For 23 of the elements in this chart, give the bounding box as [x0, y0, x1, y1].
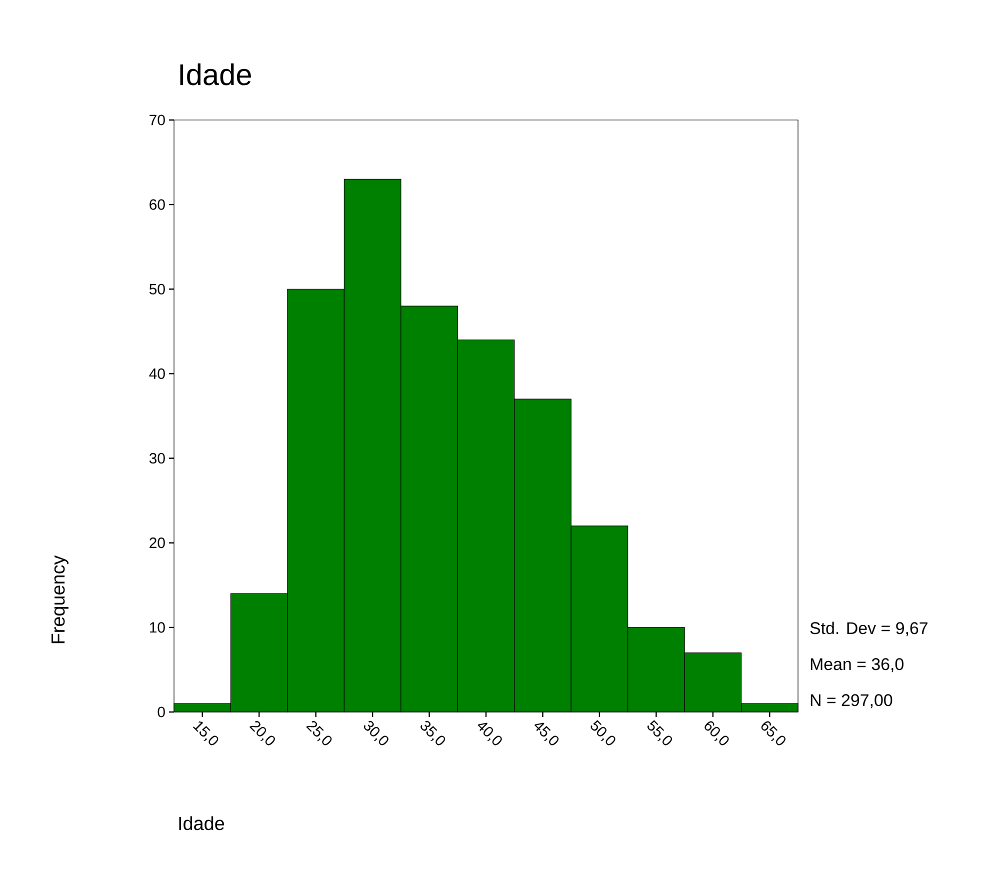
text: N = 297,00: [810, 694, 892, 708]
y-tick-label: 50: [149, 284, 165, 294]
x-tick-label: 35,0: [420, 720, 446, 746]
y-axis-title: Frequency: [52, 555, 68, 644]
y-tick-label: 40: [149, 368, 165, 379]
chart-title: Idade: [180, 63, 251, 86]
x-tick-label: 65,0: [761, 721, 786, 746]
y-tick-label: 30: [149, 452, 165, 464]
x-tick-label: 30,0: [364, 720, 388, 746]
x-tick-label: 15,0: [192, 721, 218, 746]
x-tick-label: 45,0: [534, 722, 559, 746]
y-tick-label: 10: [150, 622, 165, 633]
x-tick-label: 60,0: [704, 721, 729, 746]
text: Std. Dev = 9,67: [810, 622, 928, 636]
y-tick-label: 60: [150, 199, 165, 210]
y-tick-label: 20: [150, 538, 165, 548]
x-tick-label: 25,0: [306, 720, 332, 746]
text: Mean = 36,0: [810, 658, 904, 672]
x-tick-label: 40,0: [478, 722, 502, 746]
y-tick-label: 0: [158, 706, 165, 718]
x-tick-label: 20,0: [249, 720, 275, 746]
x-axis-title: Idade: [179, 816, 224, 830]
y-tick-label: 70: [150, 114, 165, 126]
